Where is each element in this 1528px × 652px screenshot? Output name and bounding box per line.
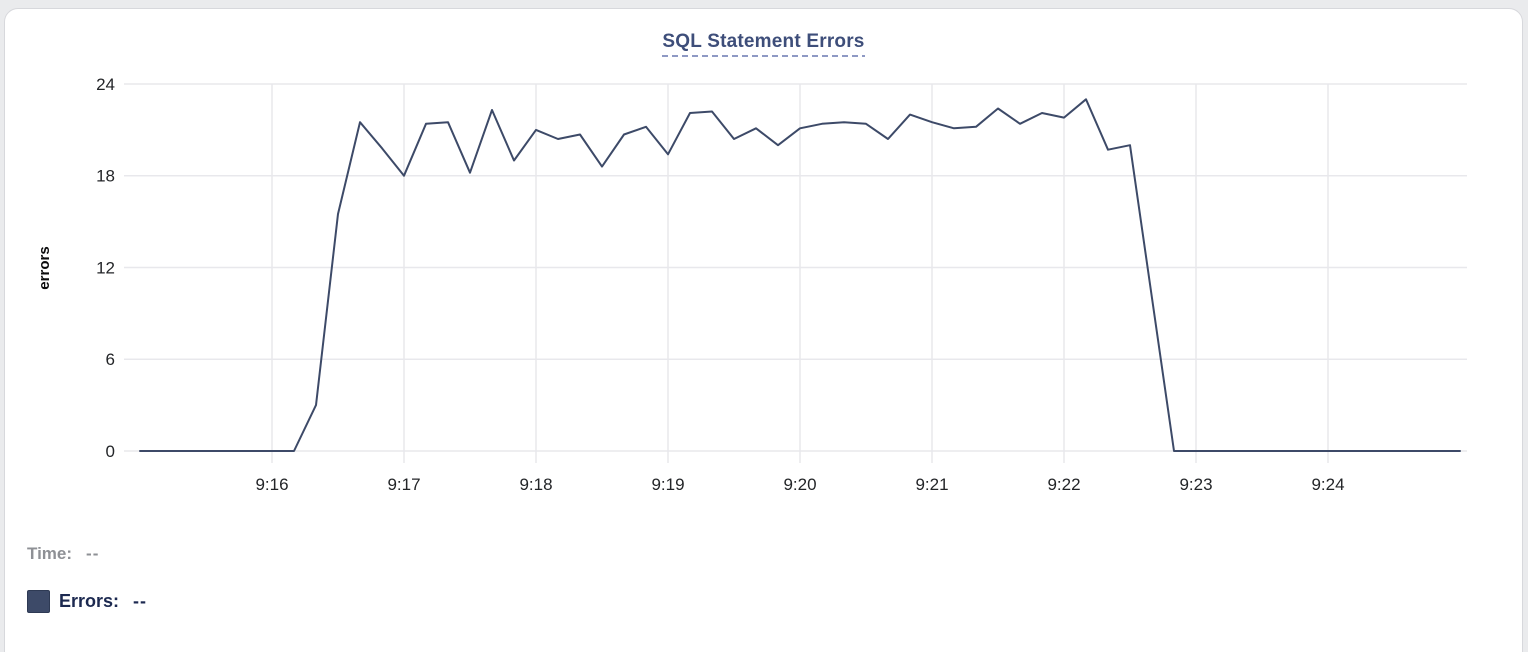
svg-text:9:19: 9:19: [651, 475, 684, 494]
chart-plot-area: 0 6 12 18 24 9:16 9:17 9:18 9:19 9:20 9:21 9:22 9:23…: [5, 64, 1522, 504]
svg-text:9:16: 9:16: [255, 475, 288, 494]
chart-card: SQL Statement Errors 0 6 12 18 24 9:16 9:17 9:1…: [4, 8, 1523, 652]
chart-axis-labels: 0 6 12 18 24 9:16 9:17 9:18 9:19 9:20 9:21 9:22 9:23…: [96, 75, 1344, 494]
tooltip-errors-label: Errors:: [59, 590, 120, 611]
chart-header: SQL Statement Errors: [5, 9, 1522, 64]
svg-text:9:22: 9:22: [1047, 475, 1080, 494]
y-axis-title: errors: [36, 246, 53, 289]
svg-text:24: 24: [96, 75, 115, 94]
errors-series-line: [139, 98, 1461, 452]
svg-text:0: 0: [106, 442, 115, 461]
chart-title: SQL Statement Errors: [662, 31, 865, 57]
svg-text:9:21: 9:21: [915, 475, 948, 494]
svg-text:12: 12: [96, 258, 115, 277]
svg-text:9:20: 9:20: [783, 475, 816, 494]
svg-text:18: 18: [96, 167, 115, 186]
errors-series-swatch-icon: [27, 589, 50, 613]
svg-text:9:24: 9:24: [1311, 475, 1344, 494]
tooltip-errors-value: --: [133, 590, 148, 611]
svg-text:9:23: 9:23: [1179, 475, 1212, 494]
tooltip-errors-row: Errors: --: [27, 589, 1522, 613]
chart-gridlines: [124, 83, 1467, 463]
svg-text:9:17: 9:17: [387, 475, 420, 494]
errors-line-chart[interactable]: 0 6 12 18 24 9:16 9:17 9:18 9:19 9:20 9:21 9:22 9:23…: [5, 64, 1519, 504]
tooltip-time-value: --: [86, 544, 100, 563]
svg-text:9:18: 9:18: [519, 475, 552, 494]
svg-text:6: 6: [106, 350, 115, 369]
tooltip-time-row: Time: --: [27, 544, 1522, 564]
chart-tooltip-legend: Time: -- Errors: --: [5, 504, 1522, 613]
tooltip-time-label: Time:: [27, 544, 73, 563]
